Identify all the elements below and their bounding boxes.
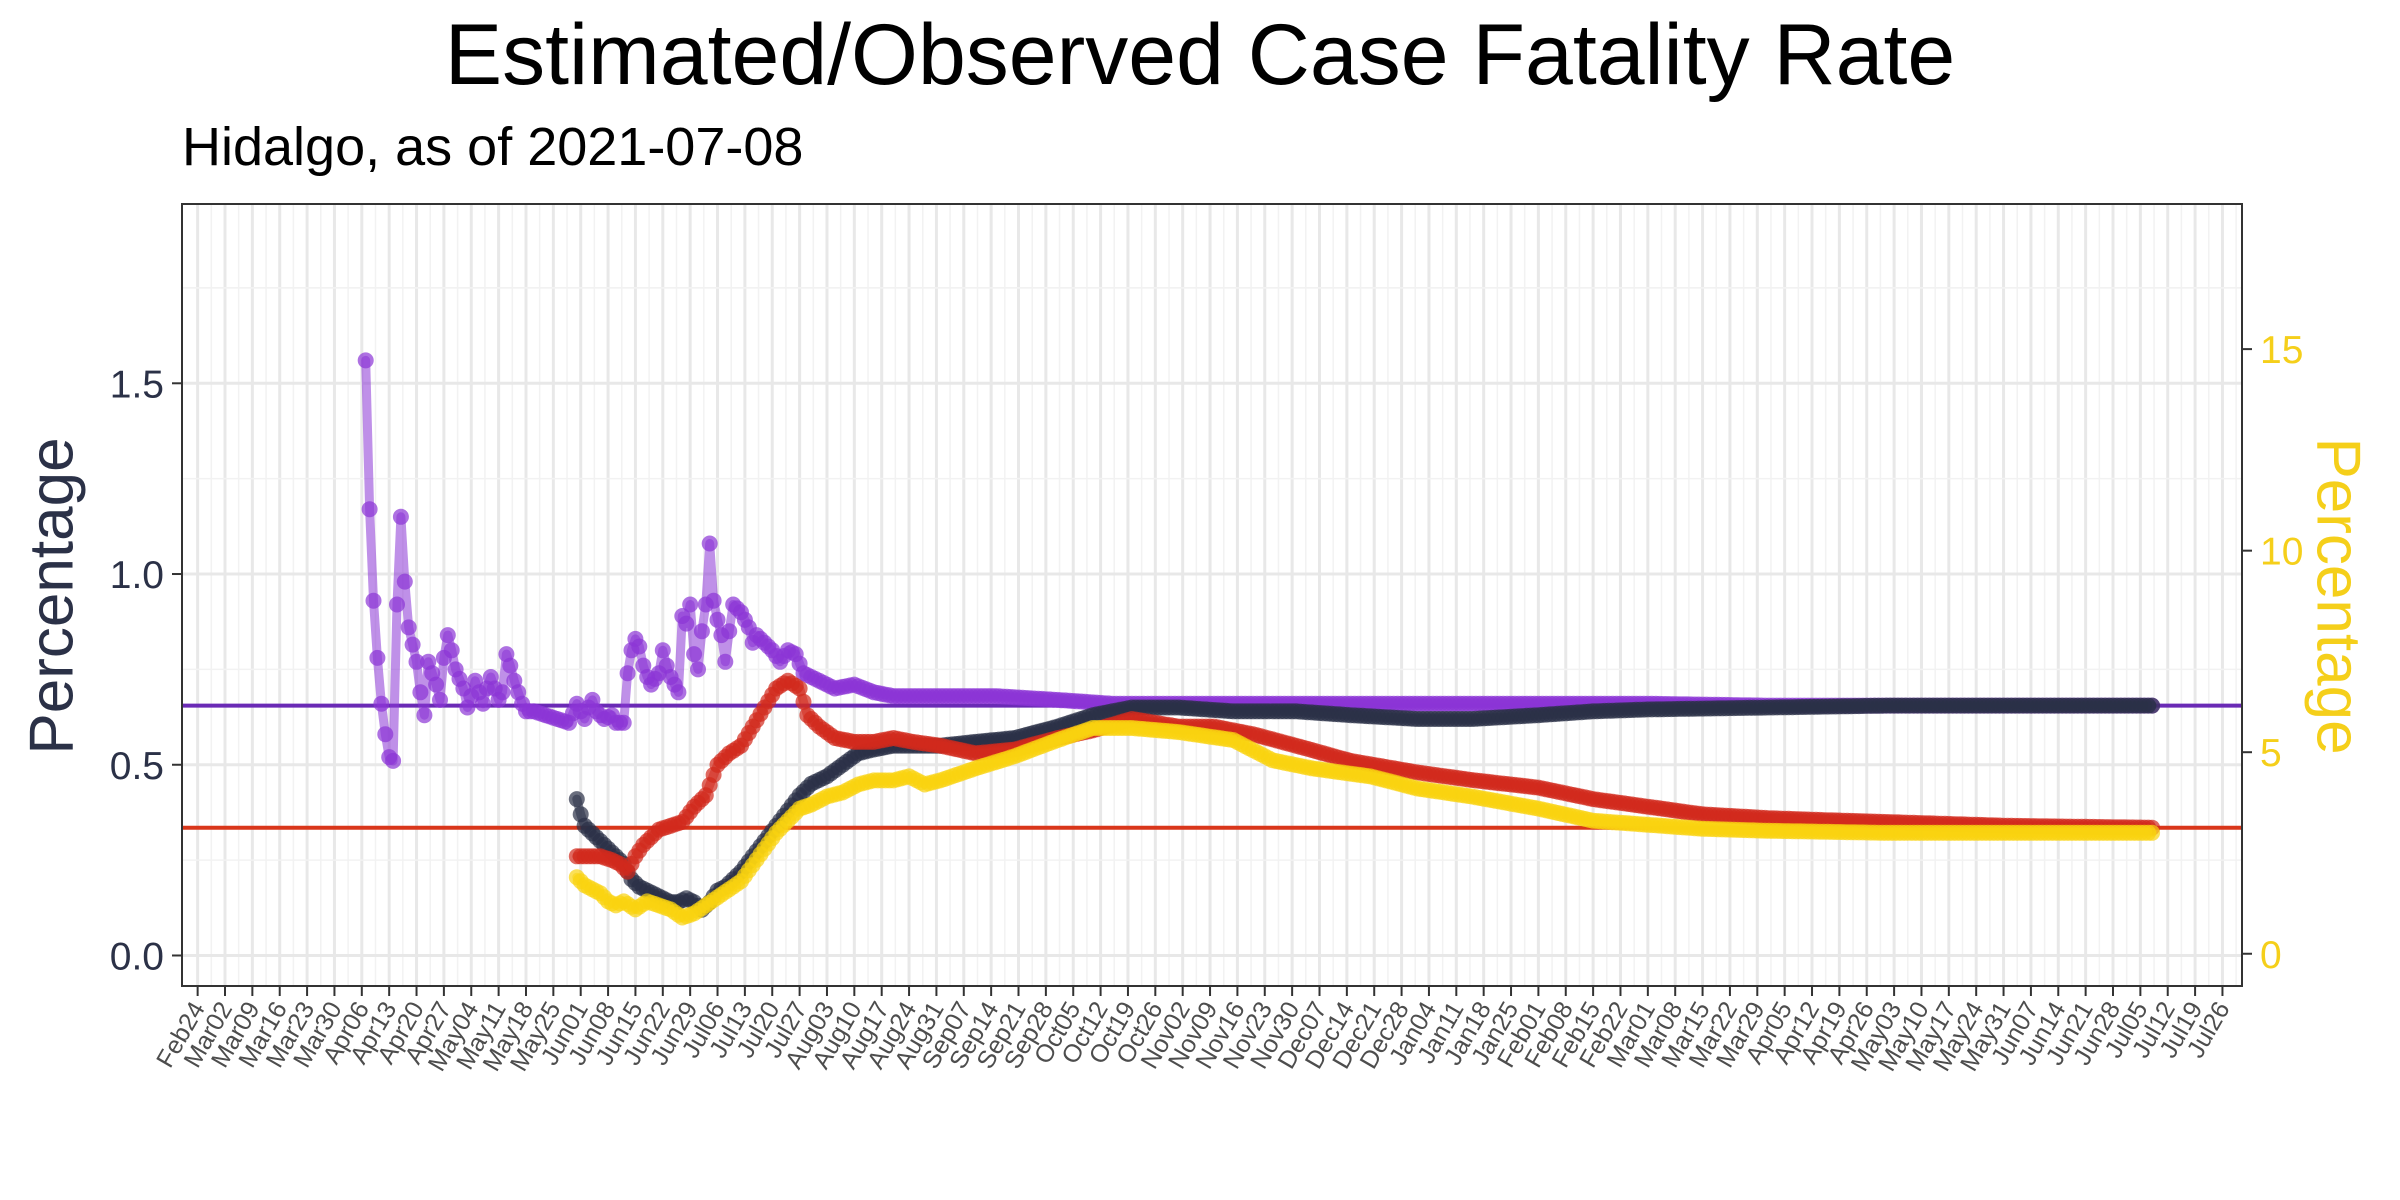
chart-title: Estimated/Observed Case Fatality Rate	[444, 7, 1956, 103]
series-point	[475, 695, 491, 712]
series-point	[690, 661, 706, 678]
series-layer	[357, 352, 2161, 926]
series-point	[361, 501, 378, 518]
plot-frame	[181, 203, 2243, 987]
series-point	[494, 684, 511, 701]
series-point	[721, 623, 738, 640]
series-point	[717, 653, 734, 670]
series-point	[412, 684, 429, 701]
y-tick-label-left: 0.5	[110, 745, 164, 788]
series-point	[705, 592, 722, 609]
series-point	[701, 535, 718, 552]
series-group	[568, 720, 2161, 926]
series-point	[619, 665, 636, 682]
series-point	[373, 695, 390, 712]
series-group	[568, 697, 2161, 918]
series-point	[389, 596, 405, 613]
series-point	[502, 657, 519, 674]
series-point	[2144, 824, 2161, 841]
series-point	[396, 573, 413, 590]
series-point	[791, 680, 808, 697]
series-point	[428, 676, 445, 693]
series-point	[709, 611, 726, 628]
y-tick-label-right: 0	[2260, 934, 2282, 977]
series-point	[678, 615, 695, 632]
y-tick-label-left: 1.5	[110, 363, 164, 406]
series-point	[615, 714, 632, 731]
series-point	[365, 592, 382, 609]
series-point	[432, 691, 448, 708]
series-point	[404, 636, 421, 653]
series-point	[377, 726, 394, 743]
series-point	[400, 619, 417, 636]
series-point	[682, 596, 699, 613]
plot-background	[182, 204, 2242, 986]
chart-subtitle: Hidalgo, as of 2021-07-08	[182, 117, 804, 177]
series-point	[385, 752, 402, 769]
series-point	[795, 693, 812, 710]
series-point	[416, 707, 433, 724]
y-tick-label-left: 1.0	[110, 554, 164, 597]
series-point	[357, 352, 374, 369]
y-tick-label-right: 15	[2260, 329, 2303, 372]
y-tick-label-left: 0.0	[110, 935, 164, 978]
series-point	[693, 623, 710, 640]
axis-layer: Feb24Mar02Mar09Mar16Mar23Mar30Apr06Apr13…	[110, 329, 2304, 1076]
series-point	[369, 649, 386, 666]
series-point	[439, 627, 456, 644]
series-point	[408, 653, 425, 670]
grid-layer	[182, 204, 2242, 986]
y-tick-label-right: 5	[2260, 732, 2282, 775]
series-point	[443, 642, 460, 659]
series-point	[392, 508, 409, 525]
series-point	[2144, 697, 2161, 714]
y-tick-label-right: 10	[2260, 531, 2303, 574]
series-point	[670, 684, 687, 701]
series-point	[654, 642, 671, 659]
series-point	[631, 638, 648, 655]
series-point	[686, 646, 703, 663]
series-point	[568, 791, 585, 808]
